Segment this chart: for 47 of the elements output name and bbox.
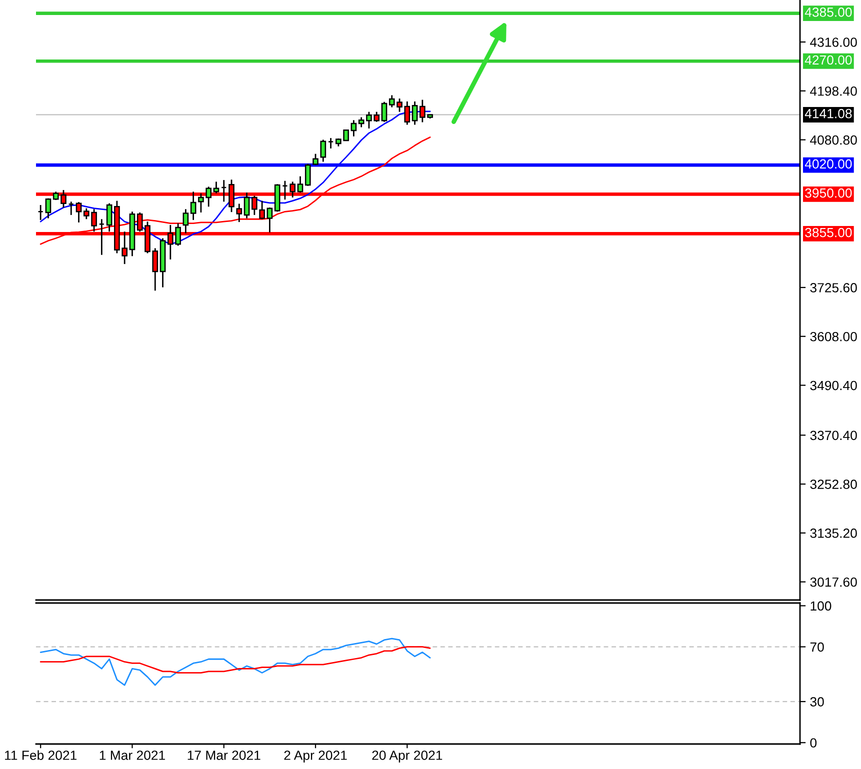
y-tick-label: 4198.40 [810, 86, 857, 96]
line-series [40, 638, 431, 686]
ref-line-label: 4141.08 [804, 108, 852, 118]
y-tick-label: 3252.80 [810, 480, 857, 489]
y-tick-label: 30 [810, 697, 824, 706]
candlestick [38, 204, 44, 221]
candlestick [244, 192, 250, 219]
x-tick-label: 11 Feb 2021 [5, 750, 77, 760]
candlestick [45, 198, 52, 219]
candlestick [320, 139, 326, 162]
candlestick [76, 201, 82, 224]
y-tick-label: 3490.40 [810, 380, 857, 390]
y-tick-label: 3608.00 [810, 332, 857, 342]
candlestick [328, 137, 334, 150]
candlestick [98, 218, 105, 256]
candlestick [381, 101, 388, 123]
candlestick [106, 202, 112, 232]
y-tick-label: 70 [810, 642, 824, 652]
y-tick-label: 100 [810, 601, 832, 611]
y-tick-label: 3725.60 [810, 283, 857, 292]
candlestick [412, 100, 418, 126]
ref-line-label: 3855.00 [805, 228, 852, 238]
ref-line-label: 4385.00 [804, 8, 852, 17]
candlestick [266, 206, 273, 234]
candlestick [68, 200, 74, 216]
x-tick-label: 1 Mar 2021 [100, 750, 165, 760]
ref-line-label: 4270.00 [804, 55, 852, 65]
line-series [40, 646, 431, 674]
x-tick-label: 20 Apr 2021 [372, 750, 442, 763]
candlestick [190, 190, 196, 221]
x-tick-label: 17 Mar 2021 [188, 750, 260, 760]
candlestick [182, 208, 189, 234]
y-tick-label: 4316.00 [810, 38, 857, 47]
y-tick-label: 3135.20 [810, 528, 857, 538]
y-tick-label: 3370.40 [810, 430, 857, 440]
y-tick-label: 3017.60 [810, 577, 857, 587]
x-tick-label: 2 Apr 2021 [284, 750, 347, 763]
candlestick [297, 176, 304, 194]
candlestick [236, 203, 242, 223]
candlestick [350, 119, 357, 138]
candlestick [213, 181, 220, 194]
candlestick [282, 180, 288, 200]
ref-line-label: 3950.00 [805, 188, 852, 198]
y-tick-label: 4080.80 [810, 135, 857, 145]
ref-line-label: 4020.00 [804, 159, 852, 169]
y-tick-label: 0 [810, 738, 817, 748]
candlestick [220, 179, 227, 202]
